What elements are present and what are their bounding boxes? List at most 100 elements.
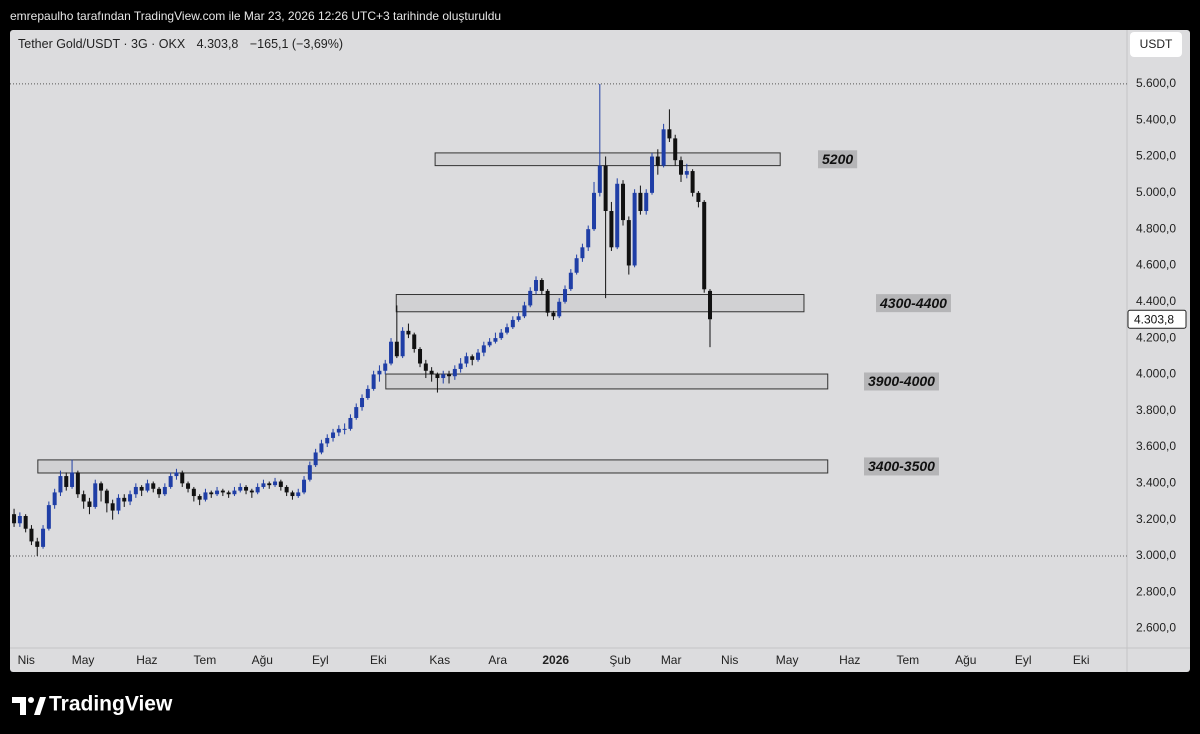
x-tick-label: Eyl: [1015, 653, 1032, 667]
candle-body: [52, 492, 57, 506]
symbol-line: Tether Gold/USDT · 3G · OKX 4.303,8 −165…: [18, 37, 343, 51]
brand-logo: TradingView: [12, 693, 173, 716]
candle-body: [528, 290, 533, 306]
x-tick-label: Eki: [1073, 653, 1090, 667]
candle-body: [215, 490, 220, 495]
y-tick-label: 4.600,0: [1136, 258, 1176, 272]
candle-body: [238, 486, 243, 491]
candle-body: [244, 486, 249, 491]
candle-body: [35, 541, 40, 547]
candle-body: [563, 289, 568, 302]
x-tick-label: May: [776, 653, 799, 667]
candle-body: [46, 505, 51, 529]
candle-body: [197, 496, 202, 500]
logo-dot: [28, 697, 34, 703]
candle-body: [655, 156, 660, 166]
currency-button[interactable]: [1130, 32, 1182, 57]
candle-body: [371, 374, 376, 389]
candle-body: [690, 171, 695, 193]
candle-body: [458, 363, 463, 369]
candle-body: [354, 407, 359, 418]
candle-body: [516, 316, 521, 320]
candle-body: [522, 305, 527, 317]
candle-body: [168, 476, 173, 487]
candle-body: [255, 486, 260, 493]
y-tick-label: 5.400,0: [1136, 112, 1176, 126]
candle-body: [325, 437, 330, 444]
candle-body: [319, 443, 324, 453]
y-tick-label: 4.200,0: [1136, 330, 1176, 344]
y-tick-label: 3.800,0: [1136, 403, 1176, 417]
zone: [434, 152, 781, 167]
y-tick-label: 5.600,0: [1136, 76, 1176, 90]
candle-body: [220, 490, 225, 493]
candle-body: [261, 483, 266, 487]
y-tick-label: 3.200,0: [1136, 512, 1176, 526]
candle-body: [267, 483, 272, 486]
x-tick-label: 2026: [542, 653, 569, 667]
zone-label-box: [876, 294, 951, 313]
candle-body: [481, 345, 486, 353]
candle-body: [93, 483, 98, 507]
candle-body: [162, 486, 167, 495]
candle-body: [336, 428, 341, 433]
candle-body: [139, 486, 144, 491]
y-tick-label: 4.800,0: [1136, 221, 1176, 235]
candle-body: [365, 388, 370, 399]
candle-body: [499, 332, 504, 339]
y-tick-label: 3.400,0: [1136, 476, 1176, 490]
x-tick-label: Haz: [136, 653, 157, 667]
candle-body: [696, 192, 701, 202]
zone-label-box: [818, 150, 858, 169]
candle-body: [412, 334, 417, 349]
x-tick-label: Ağu: [252, 653, 273, 667]
candle-body: [290, 492, 295, 497]
currency-label[interactable]: USDT: [1140, 37, 1173, 51]
y-tick-label: 3.600,0: [1136, 439, 1176, 453]
candle-body: [191, 488, 196, 497]
candle-body: [133, 486, 138, 495]
zone-label: 5200: [822, 151, 853, 167]
candle-body: [157, 488, 162, 495]
candle-body: [110, 503, 115, 511]
candle-body: [23, 516, 28, 529]
candle-body: [476, 352, 481, 360]
last-price-tag-label: 4.303,8: [1134, 312, 1174, 326]
x-tick-label: Ağu: [955, 653, 976, 667]
candle-body: [284, 486, 289, 493]
candle-body: [592, 192, 597, 230]
candle-body: [406, 330, 411, 335]
candle-body: [487, 341, 492, 346]
y-tick-label: 2.600,0: [1136, 621, 1176, 635]
candle-body: [539, 279, 544, 291]
candle-body: [331, 432, 336, 438]
zone-label-box: [864, 457, 939, 476]
zone: [37, 459, 829, 474]
zone-label: 3400-3500: [868, 458, 935, 474]
candle-body: [574, 258, 579, 273]
candle-body: [464, 356, 469, 364]
candle-body: [493, 338, 498, 342]
candle-body: [389, 341, 394, 364]
zone-label: 4300-4400: [879, 295, 947, 311]
candle-body: [58, 476, 63, 493]
logo-mark: [12, 697, 26, 715]
candle-body: [70, 472, 75, 487]
x-tick-label: Nis: [18, 653, 35, 667]
y-tick-label: 4.000,0: [1136, 367, 1176, 381]
candle-body: [534, 279, 539, 291]
candle-body: [510, 319, 515, 328]
candle-body: [667, 129, 672, 139]
candle-body: [545, 290, 550, 313]
candle-body: [249, 490, 254, 493]
x-tick-label: Kas: [429, 653, 450, 667]
candle-body: [128, 494, 133, 502]
candle-body: [203, 492, 208, 500]
candle-body: [702, 201, 707, 290]
candle-body: [632, 192, 637, 266]
candle-body: [81, 494, 86, 502]
x-tick-label: Haz: [839, 653, 860, 667]
candle-body: [441, 374, 446, 379]
candle-body: [75, 472, 80, 495]
candle-body: [226, 492, 231, 495]
